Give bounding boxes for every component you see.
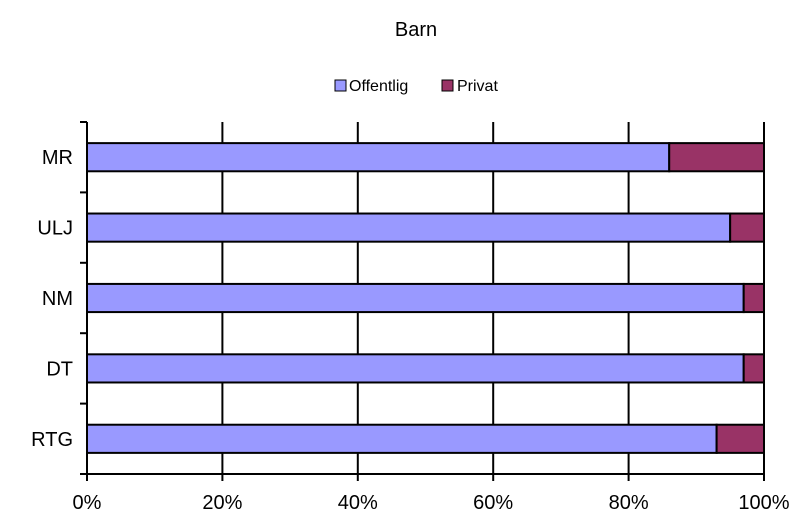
bar-offentlig-dt <box>86 353 745 384</box>
bar-privat-rtg <box>715 423 765 454</box>
legend-swatch-offentlig <box>334 79 347 92</box>
x-tick-label: 0% <box>73 492 102 514</box>
x-tick-label: 20% <box>202 492 242 514</box>
legend-label-offentlig: Offentlig <box>349 78 408 95</box>
x-tick-label: 60% <box>473 492 513 514</box>
y-tick-label: RTG <box>31 429 73 451</box>
bar-offentlig-mr <box>86 142 671 173</box>
y-tick-label: DT <box>46 358 73 380</box>
x-tick-label: 40% <box>338 492 378 514</box>
plot-area: MR ULJ NM DT RTG 0% 20% 40% 60% 80% 100% <box>31 121 790 514</box>
bar-offentlig-ulj <box>86 212 732 243</box>
bar-privat-ulj <box>729 212 766 243</box>
y-tick-label: NM <box>42 288 73 310</box>
bar-privat-dt <box>742 353 766 384</box>
legend: Offentlig Privat <box>334 78 498 95</box>
y-tick-label: MR <box>42 147 73 169</box>
bar-privat-mr <box>668 142 765 173</box>
x-tick-label: 80% <box>609 492 649 514</box>
legend-swatch-privat <box>441 79 454 92</box>
bar-offentlig-rtg <box>86 423 718 454</box>
chart-title: Barn <box>395 19 437 41</box>
bar-offentlig-nm <box>86 282 745 314</box>
legend-label-privat: Privat <box>457 78 498 95</box>
y-tick-label: ULJ <box>37 218 73 240</box>
bar-privat-nm <box>742 282 766 314</box>
x-tick-label: 100% <box>738 492 789 514</box>
